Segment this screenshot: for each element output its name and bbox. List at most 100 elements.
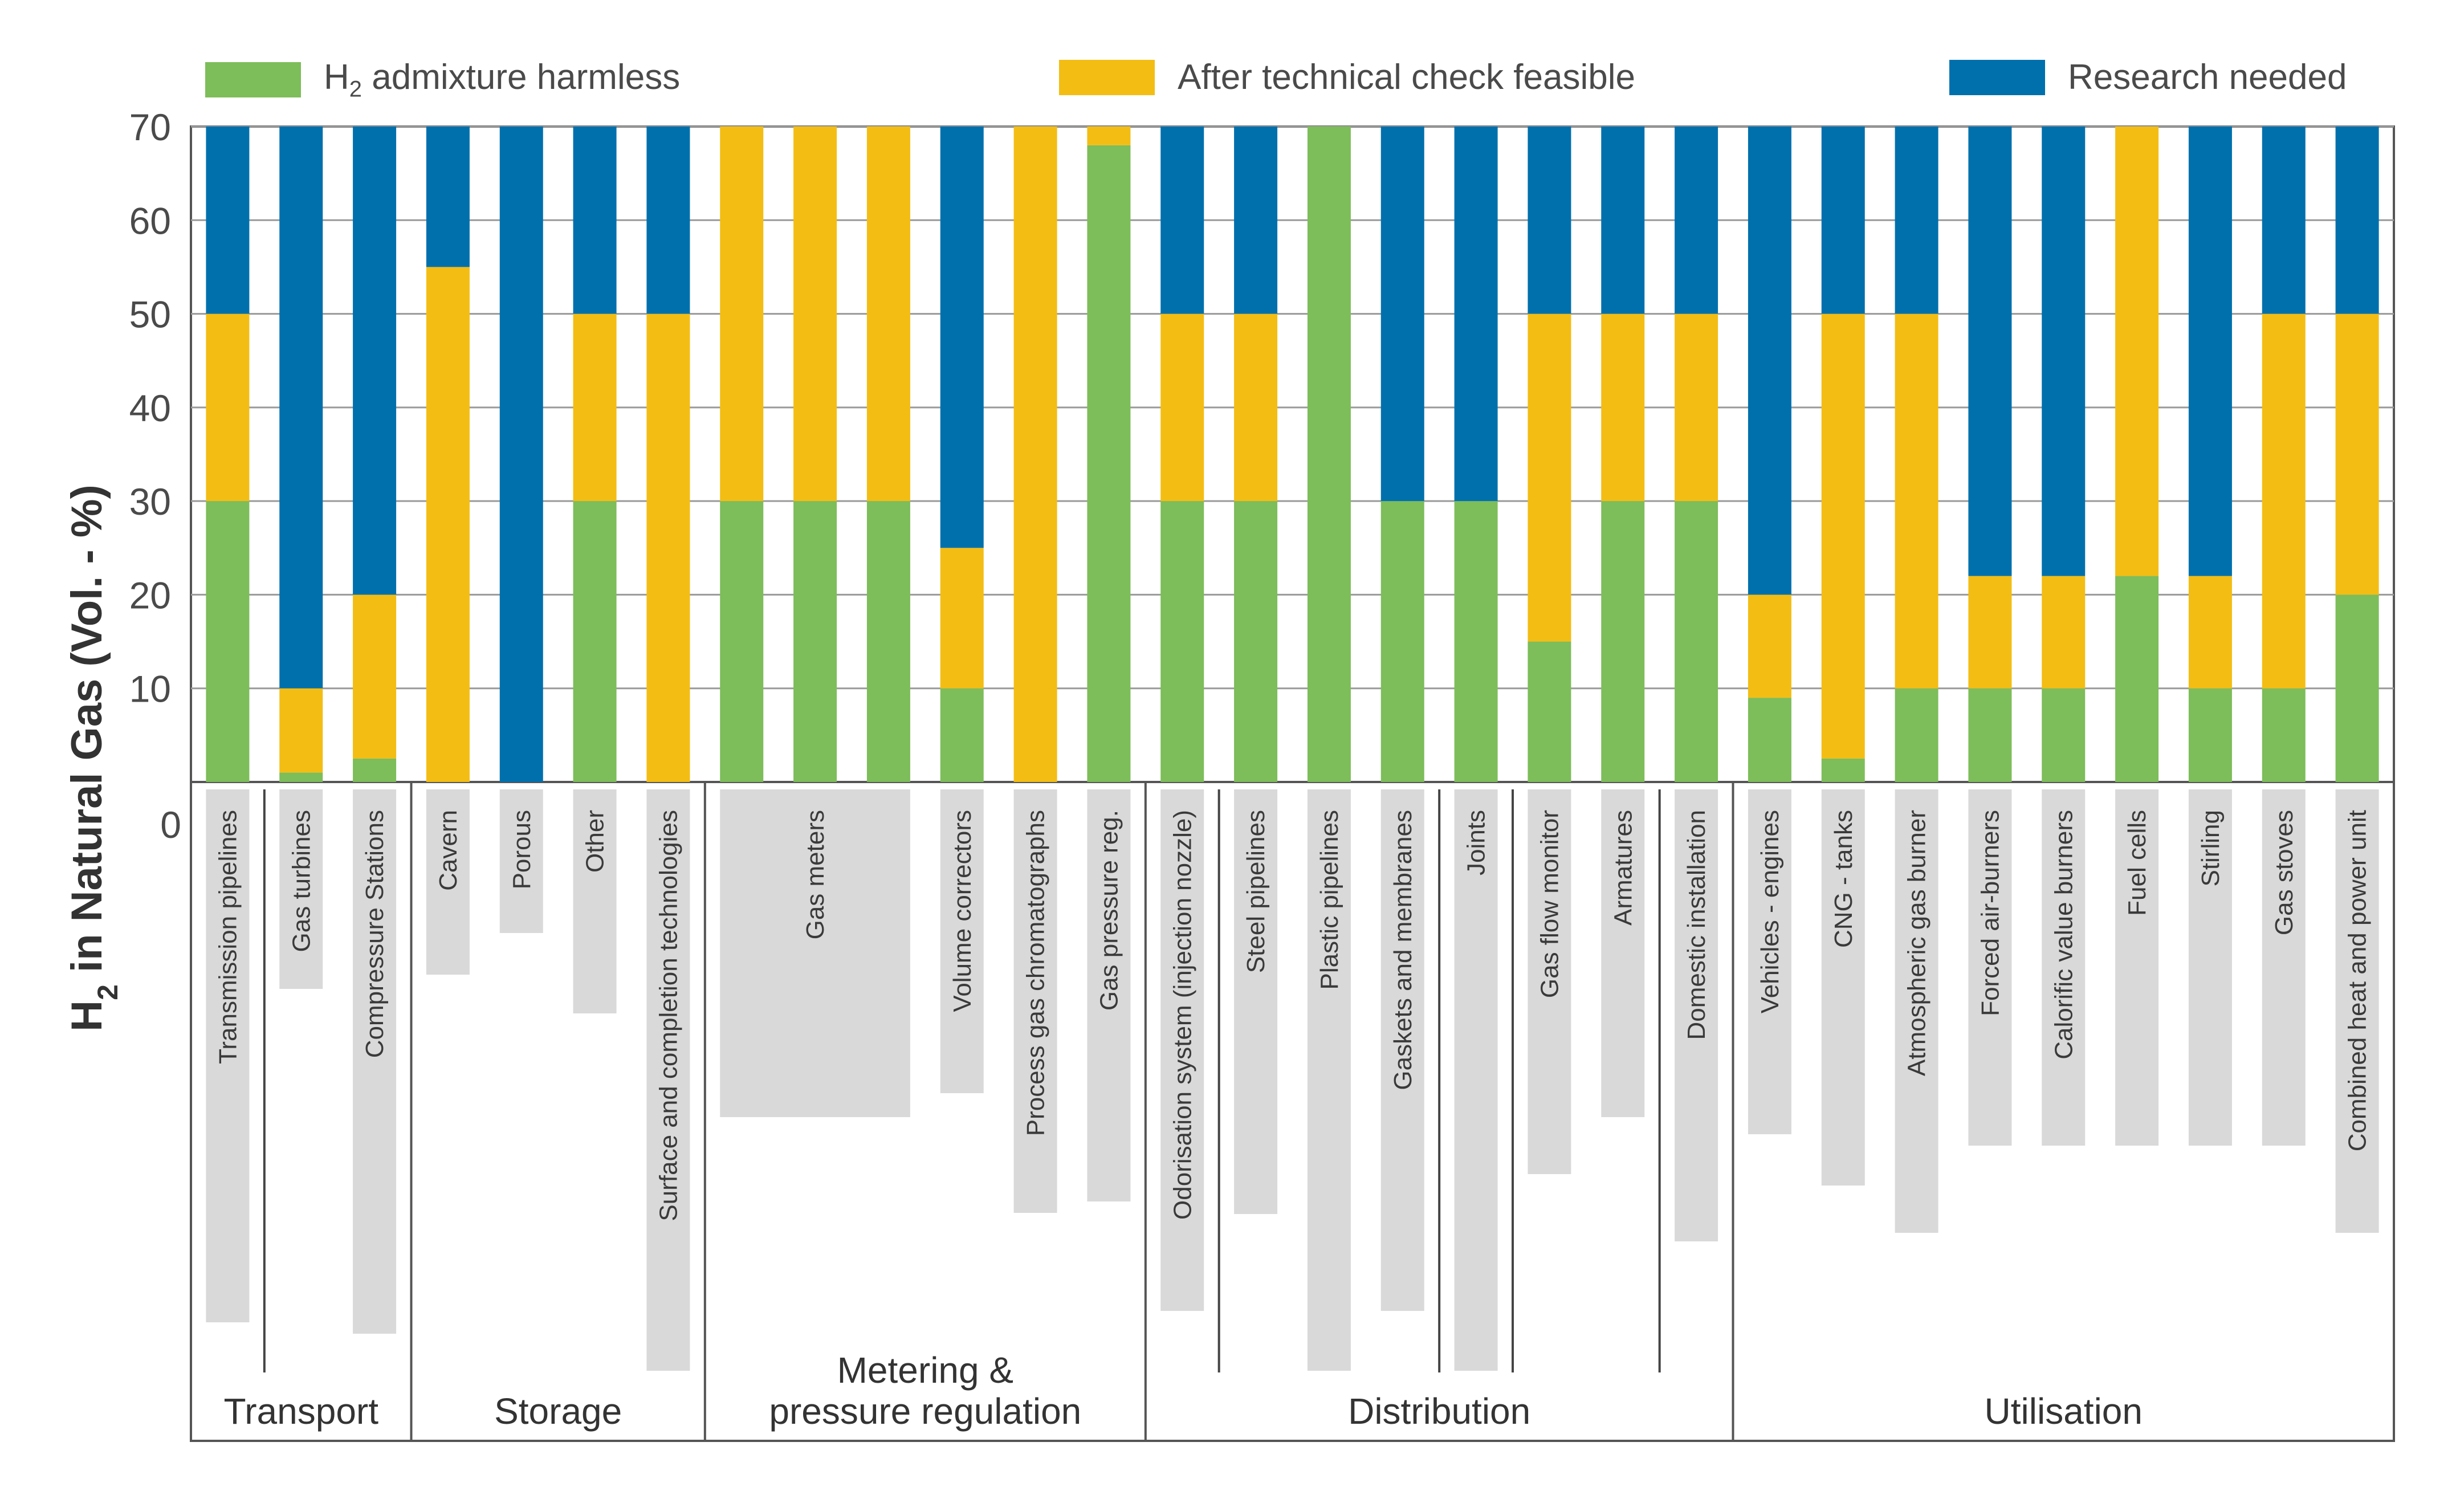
legend-label-feasible: After technical check feasible xyxy=(1178,58,1635,97)
bar-segment-research xyxy=(940,127,984,548)
category-label-bar xyxy=(1380,789,1424,1311)
category-label: Gas flow monitor xyxy=(1536,810,1563,998)
category-label: Calorific value burners xyxy=(2050,810,2078,1060)
bar-segment-feasible xyxy=(2335,313,2379,595)
bar-segment-harmless xyxy=(720,501,764,782)
category-label-bar xyxy=(1087,789,1131,1201)
category-label-bar xyxy=(720,789,910,1117)
bar-segment-harmless xyxy=(279,772,323,782)
category-label: Stirling xyxy=(2197,810,2225,887)
y-tick-labels: 0 10 20 30 40 50 60 70 xyxy=(129,106,181,846)
y-tick-label: 10 xyxy=(129,668,171,710)
category-label-bar xyxy=(426,789,470,975)
category-label-bar xyxy=(1748,789,1791,1134)
category-label: Cavern xyxy=(434,810,462,891)
bar-segment-harmless xyxy=(1528,641,1571,782)
bar-segment-research xyxy=(1895,127,1938,314)
bar-segment-harmless xyxy=(1968,688,2012,782)
category-label-bar xyxy=(1454,789,1498,1371)
y-tick-label: 50 xyxy=(129,294,171,336)
category-label: Armatures xyxy=(1609,810,1637,926)
category-label: Plastic pipelines xyxy=(1316,810,1343,990)
legend-item-harmless: H2 admixture harmless xyxy=(205,57,680,102)
bar-segment-harmless xyxy=(1160,501,1204,782)
bar-segment-feasible xyxy=(1821,313,1865,759)
category-label-bar xyxy=(2115,789,2159,1146)
bar-segment-feasible xyxy=(426,267,470,782)
bar-segment-research xyxy=(2262,127,2306,314)
legend-item-research: Research needed xyxy=(1949,57,2347,97)
category-label: Gas turbines xyxy=(287,810,315,952)
category-label-bar xyxy=(1234,789,1278,1214)
bar-segment-harmless xyxy=(1895,688,1938,782)
bar-segment-feasible xyxy=(2042,576,2086,689)
bar-segment-research xyxy=(1234,127,1278,314)
bar-segment-harmless xyxy=(1748,698,1791,782)
group-label: Metering & xyxy=(837,1350,1013,1391)
bar-segment-feasible xyxy=(1895,313,1938,689)
category-label-bar xyxy=(940,789,984,1093)
group-label: Transport xyxy=(224,1391,379,1432)
category-label-bar xyxy=(353,789,397,1334)
bar-segment-research xyxy=(1454,127,1498,502)
category-label: Gaskets and membranes xyxy=(1389,810,1417,1090)
bar-segment-feasible xyxy=(1160,313,1204,502)
bar-segment-research xyxy=(426,127,470,267)
bar-segment-feasible xyxy=(206,313,250,502)
bar-segment-feasible xyxy=(940,548,984,689)
category-label: Porous xyxy=(508,810,536,889)
category-label: Surface and completion technologies xyxy=(654,810,682,1221)
category-label: Volume correctors xyxy=(948,810,976,1012)
bar-segment-feasible xyxy=(1968,576,2012,689)
category-label: Forced air-burners xyxy=(1976,810,2004,1016)
bar-segment-feasible xyxy=(1528,313,1571,642)
bar-segment-harmless xyxy=(1307,127,1351,782)
legend-swatch-research xyxy=(1949,59,2045,95)
bar-segment-feasible xyxy=(2188,576,2232,689)
bar-segment-research xyxy=(1968,127,2012,576)
bar-segment-feasible xyxy=(1601,313,1645,502)
category-label-bar xyxy=(1160,789,1204,1311)
bar-segment-harmless xyxy=(1087,145,1131,782)
bar-segment-harmless xyxy=(1675,501,1718,782)
group-label: pressure regulation xyxy=(769,1391,1081,1432)
bar-segment-harmless xyxy=(1821,758,1865,782)
bar-segment-harmless xyxy=(1454,501,1498,782)
bar-segment-feasible xyxy=(573,313,617,502)
bar-segment-harmless xyxy=(2188,688,2232,782)
category-label-bar xyxy=(499,789,543,933)
bar-segment-feasible xyxy=(1013,127,1057,782)
category-label-bar xyxy=(2335,789,2379,1233)
category-label: Steel pipelines xyxy=(1242,810,1270,973)
bar-segment-feasible xyxy=(793,127,837,502)
category-label-bar xyxy=(1675,789,1718,1241)
category-label: Gas stoves xyxy=(2270,810,2298,935)
category-label-bar xyxy=(646,789,690,1371)
category-label-bar xyxy=(573,789,617,1013)
y-axis-label: H2 in Natural Gas (Vol. - %) xyxy=(63,484,124,1032)
category-label: Domestic installation xyxy=(1683,810,1710,1040)
bar-segment-harmless xyxy=(206,501,250,782)
category-label-bar xyxy=(1895,789,1938,1233)
bar-segment-harmless xyxy=(1380,501,1424,782)
category-label-bar xyxy=(1968,789,2012,1146)
category-label-bar xyxy=(1601,789,1645,1117)
bar-segment-feasible xyxy=(1234,313,1278,502)
y-tick-label: 60 xyxy=(129,199,171,242)
groups: Transport Storage Metering &pressure regul… xyxy=(224,782,2143,1441)
category-label: Transmission pipelines xyxy=(214,810,242,1064)
bar-segment-research xyxy=(1528,127,1571,314)
bar-segment-research xyxy=(2188,127,2232,576)
bar-segment-harmless xyxy=(1234,501,1278,782)
category-label: Fuel cells xyxy=(2123,810,2151,916)
category-label: Combined heat and power unit xyxy=(2344,810,2372,1151)
bar-segment-harmless xyxy=(353,758,397,782)
category-label: Compressure Stations xyxy=(361,810,389,1058)
legend-swatch-harmless xyxy=(205,62,301,97)
bar-segment-harmless xyxy=(866,501,910,782)
bar-segment-research xyxy=(279,127,323,689)
bar-segment-research xyxy=(646,127,690,314)
bar-segment-feasible xyxy=(866,127,910,502)
